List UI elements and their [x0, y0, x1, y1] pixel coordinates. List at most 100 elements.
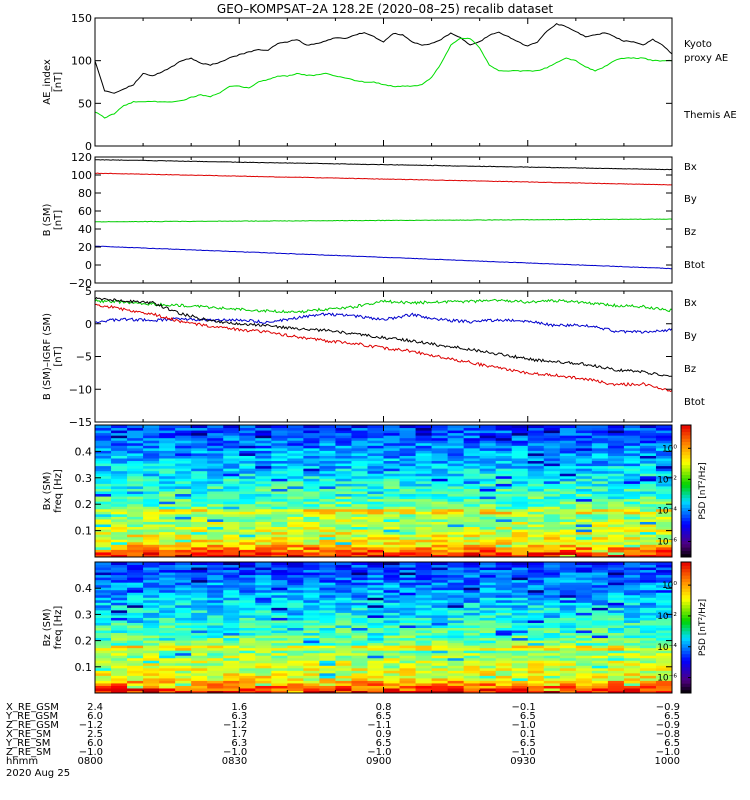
spectrogram-cell: [447, 506, 465, 510]
spectrogram-cell: [335, 599, 352, 603]
spectrogram-cell: [447, 579, 465, 583]
spectrogram-cell: [95, 612, 112, 616]
spectrogram-cell: [543, 480, 561, 484]
spectrogram-cell: [399, 493, 417, 497]
spectrogram-cell: [367, 483, 384, 487]
colorbar-segment: [681, 650, 691, 655]
spectrogram-cell: [559, 524, 577, 528]
spectrogram-cell: [623, 503, 641, 507]
spectrogram-cell: [511, 582, 529, 586]
spectrogram-cell: [287, 685, 304, 689]
spectrogram-cell: [287, 551, 304, 555]
spectrogram-cell: [559, 682, 577, 686]
spectrogram-cell: [335, 632, 352, 636]
spectrogram-cell: [655, 647, 673, 651]
spectrogram-cell: [447, 642, 465, 646]
spectrogram-cell: [559, 445, 577, 449]
spectrogram-cell: [575, 647, 593, 651]
spectrogram-cell: [287, 677, 304, 681]
spectrogram-cell: [543, 622, 561, 626]
spectrogram-cell: [255, 672, 272, 676]
spectrogram-cell: [479, 541, 497, 545]
spectrogram-cell: [175, 642, 192, 646]
spectrogram-cell: [591, 572, 609, 576]
spectrogram-cell: [495, 516, 513, 520]
spectrogram-cell: [479, 622, 497, 626]
spectrogram-cell: [143, 562, 160, 566]
spectrogram-cell: [399, 675, 417, 679]
spectrogram-cell: [431, 594, 449, 598]
spectrogram-cell: [511, 491, 529, 495]
ephemeris-row-label: Z_RE_GSM: [6, 720, 59, 731]
spectrogram-cell: [335, 437, 352, 441]
spectrogram-cell: [271, 677, 288, 681]
spectrogram-cell: [271, 604, 288, 608]
spectrogram-cell: [591, 577, 609, 581]
spectrogram-cell: [479, 546, 497, 550]
spectrogram-cell: [527, 450, 545, 454]
spectrogram-cell: [495, 637, 513, 641]
spectrogram-cell: [127, 670, 144, 674]
spectrogram-cell: [463, 475, 481, 479]
spectrogram-cell: [447, 521, 465, 525]
spectrogram-cell: [367, 551, 384, 555]
spectrogram-cell: [127, 442, 144, 446]
spectrogram-cell: [559, 632, 577, 636]
colorbar-segment: [681, 497, 691, 502]
spectrogram-cell: [543, 637, 561, 641]
spectrogram-cell: [255, 432, 272, 436]
spectrogram-cell: [255, 667, 272, 671]
spectrogram-cell: [287, 531, 304, 535]
spectrogram-cell: [543, 567, 561, 571]
spectrogram-cell: [207, 632, 224, 636]
spectrogram-cell: [543, 534, 561, 538]
spectrogram-cell: [191, 529, 208, 533]
spectrogram-cell: [175, 619, 192, 623]
spectrogram-cell: [575, 506, 593, 510]
spectrogram-cell: [319, 488, 336, 492]
spectrogram-cell: [351, 604, 368, 608]
spectrogram-cell: [255, 584, 272, 588]
spectrogram-cell: [367, 685, 384, 689]
spectrogram-cell: [239, 437, 256, 441]
spectrogram-cell: [351, 501, 368, 505]
spectrogram-cell: [223, 498, 240, 502]
spectrogram-cell: [415, 491, 433, 495]
spectrogram-cell: [127, 445, 144, 449]
spectrogram-cell: [351, 445, 368, 449]
spectrogram-cell: [527, 516, 545, 520]
spectrogram-cell: [159, 645, 176, 649]
spectrogram-cell: [399, 468, 417, 472]
spectrogram-cell: [591, 582, 609, 586]
spectrogram-cell: [335, 680, 352, 684]
spectrogram-cell: [431, 458, 449, 462]
spectrogram-cell: [495, 662, 513, 666]
y-tick-label: 120: [71, 151, 92, 164]
spectrogram-cell: [191, 645, 208, 649]
spectrogram-cell: [431, 672, 449, 676]
spectrogram-cell: [271, 690, 288, 694]
spectrogram-cell: [559, 670, 577, 674]
spectrogram-cell: [319, 564, 336, 568]
spectrogram-cell: [415, 624, 433, 628]
spectrogram-cell: [207, 503, 224, 507]
spectrogram-cell: [367, 650, 384, 654]
spectrogram-cell: [511, 584, 529, 588]
spectrogram-cell: [255, 589, 272, 593]
spectrogram-cell: [191, 647, 208, 651]
spectrogram-cell: [527, 627, 545, 631]
spectrogram-cell: [415, 496, 433, 500]
spectrogram-cell: [191, 475, 208, 479]
spectrogram-cell: [591, 587, 609, 591]
spectrogram-cell: [319, 599, 336, 603]
spectrogram-cell: [303, 642, 320, 646]
spectrogram-cell: [607, 531, 625, 535]
spectrogram-cell: [655, 551, 673, 555]
spectrogram-cell: [287, 506, 304, 510]
spectrogram-cell: [191, 447, 208, 451]
series-line-kyoto-proxy-ae: [95, 37, 672, 119]
spectrogram-cell: [143, 594, 160, 598]
spectrogram-cell: [319, 567, 336, 571]
spectrogram-cell: [447, 488, 465, 492]
spectrogram-cell: [207, 549, 224, 553]
